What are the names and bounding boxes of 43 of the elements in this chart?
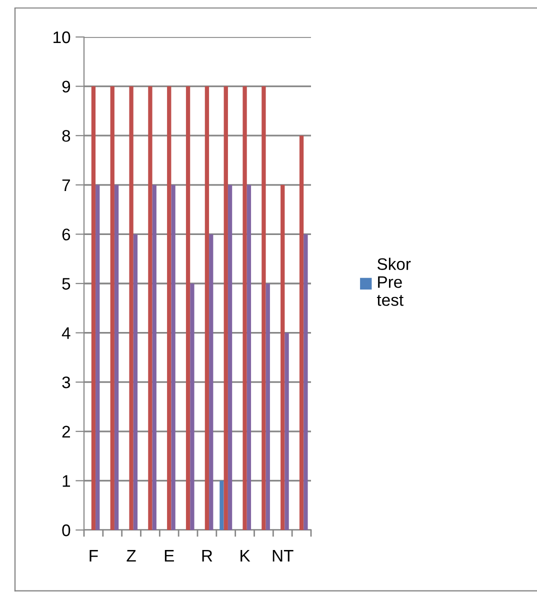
x-tick-label: Z [126, 550, 136, 562]
bar [148, 86, 152, 530]
bar [96, 184, 100, 530]
bar [129, 86, 134, 530]
bar [228, 184, 232, 530]
bar [242, 86, 247, 530]
bar [304, 234, 308, 530]
x-tick-label: NT [272, 550, 294, 562]
y-tick-label: 4 [62, 327, 70, 339]
bar [266, 284, 270, 530]
y-tick-label: 7 [62, 179, 70, 191]
bar [209, 234, 214, 530]
y-tick-label: 10 [54, 31, 70, 44]
bar [284, 332, 289, 530]
y-tick-label: 1 [62, 475, 70, 487]
bar [114, 184, 119, 530]
bar [204, 86, 210, 530]
y-tick-label: 3 [62, 376, 70, 388]
bar [190, 284, 194, 530]
bar [220, 480, 224, 530]
bar [152, 184, 156, 530]
bar [133, 234, 138, 530]
bar [91, 86, 96, 530]
y-tick-label: 8 [62, 130, 70, 142]
y-tick-label: 5 [62, 278, 70, 290]
bar [280, 184, 285, 530]
y-tick-label: 6 [62, 228, 70, 240]
bar [246, 184, 252, 530]
legend-label: Skor Pre test [376, 258, 411, 306]
bar [171, 184, 176, 530]
bar [299, 136, 304, 530]
y-tick-label: 2 [62, 426, 70, 438]
bar [224, 86, 228, 530]
x-tick-label: F [90, 550, 98, 562]
y-tick-label: 0 [62, 524, 70, 536]
y-tick-label: 9 [62, 80, 70, 93]
bar [262, 86, 266, 530]
bar [167, 86, 172, 530]
bar [186, 86, 190, 530]
x-tick-label: E [164, 550, 174, 562]
x-tick-label: R [202, 550, 212, 562]
x-tick-label: K [240, 550, 250, 562]
bar [110, 86, 114, 530]
